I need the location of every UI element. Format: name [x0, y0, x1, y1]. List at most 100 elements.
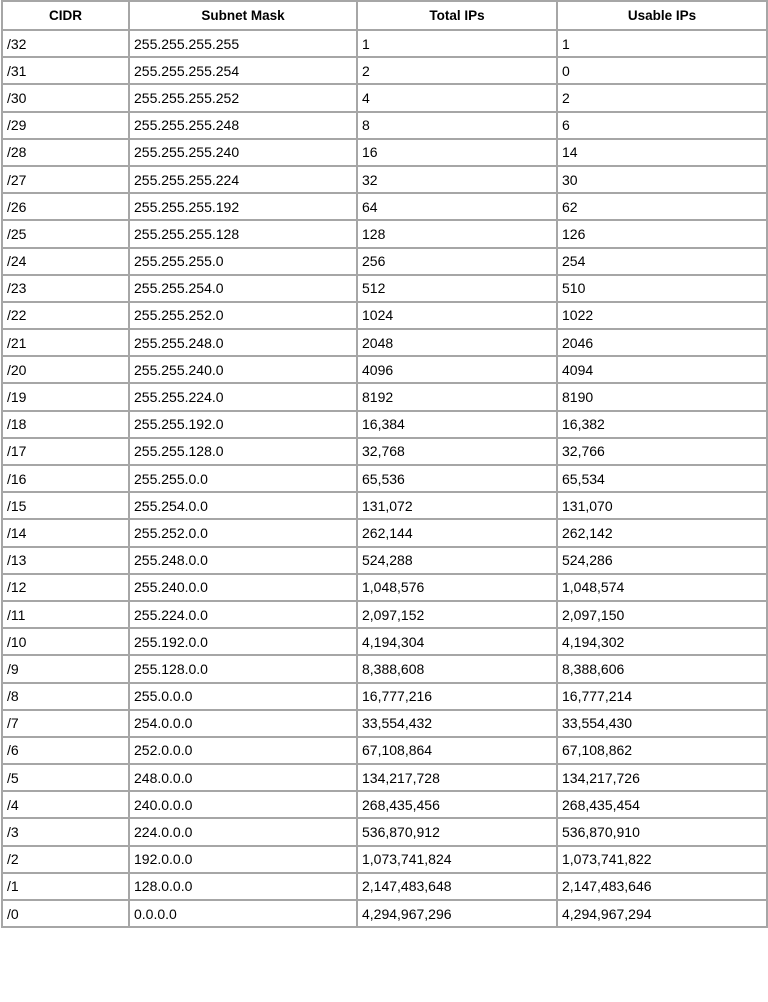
- subnet-mask-cell: 255.255.255.248: [128, 110, 358, 140]
- subnet-mask-cell: 255.255.255.252: [128, 83, 358, 113]
- subnet-mask-cell: 255.255.255.224: [128, 164, 358, 195]
- cidr-cell: /14: [1, 518, 130, 548]
- usable-ips-cell: 254: [556, 246, 768, 276]
- usable-ips-cell: 32,766: [556, 436, 768, 467]
- subnet-mask-cell: 248.0.0.0: [128, 763, 358, 793]
- subnet-mask-cell: 255.192.0.0: [128, 627, 358, 657]
- subnet-mask-cell: 255.248.0.0: [128, 545, 358, 575]
- cidr-cell: /26: [1, 192, 130, 222]
- subnet-mask-cell: 255.255.224.0: [128, 382, 358, 412]
- cidr-subnet-table: CIDR Subnet Mask Total IPs Usable IPs /3…: [1, 0, 768, 929]
- cidr-cell: /18: [1, 409, 130, 439]
- table-row: /29 255.255.255.248 8 6: [1, 110, 768, 140]
- cidr-cell: /0: [1, 898, 130, 929]
- subnet-mask-cell: 0.0.0.0: [128, 898, 358, 929]
- total-ips-cell: 4: [356, 83, 558, 113]
- usable-ips-cell: 524,286: [556, 545, 768, 575]
- subnet-mask-cell: 224.0.0.0: [128, 817, 358, 847]
- table-row: /20 255.255.240.0 4096 4094: [1, 355, 768, 385]
- total-ips-cell: 131,072: [356, 491, 558, 521]
- total-ips-cell: 4,294,967,296: [356, 898, 558, 929]
- subnet-mask-cell: 255.255.252.0: [128, 300, 358, 331]
- usable-ips-cell: 8,388,606: [556, 654, 768, 684]
- total-ips-cell: 262,144: [356, 518, 558, 548]
- cidr-cell: /20: [1, 355, 130, 385]
- usable-ips-cell: 510: [556, 273, 768, 303]
- total-ips-cell: 256: [356, 246, 558, 276]
- subnet-mask-cell: 255.224.0.0: [128, 599, 358, 630]
- subnet-mask-cell: 254.0.0.0: [128, 708, 358, 738]
- cidr-cell: /3: [1, 817, 130, 847]
- cidr-cell: /15: [1, 491, 130, 521]
- table-row: /14 255.252.0.0 262,144 262,142: [1, 518, 768, 548]
- cidr-cell: /16: [1, 463, 130, 494]
- cidr-cell: /22: [1, 300, 130, 331]
- subnet-mask-cell: 255.128.0.0: [128, 654, 358, 684]
- total-ips-cell: 64: [356, 192, 558, 222]
- subnet-mask-cell: 255.255.255.192: [128, 192, 358, 222]
- cidr-cell: /13: [1, 545, 130, 575]
- total-ips-cell: 1,073,741,824: [356, 844, 558, 874]
- subnet-mask-cell: 255.255.255.254: [128, 56, 358, 86]
- table-row: /18 255.255.192.0 16,384 16,382: [1, 409, 768, 439]
- table-row: /10 255.192.0.0 4,194,304 4,194,302: [1, 627, 768, 657]
- usable-ips-cell: 126: [556, 219, 768, 249]
- total-ips-cell: 16,777,216: [356, 681, 558, 711]
- cidr-cell: /23: [1, 273, 130, 303]
- table-row: /31 255.255.255.254 2 0: [1, 56, 768, 86]
- table-row: /19 255.255.224.0 8192 8190: [1, 382, 768, 412]
- table-row: /28 255.255.255.240 16 14: [1, 137, 768, 167]
- usable-ips-cell: 8190: [556, 382, 768, 412]
- cidr-cell: /12: [1, 572, 130, 602]
- total-ips-cell: 268,435,456: [356, 790, 558, 820]
- header-subnet-mask: Subnet Mask: [128, 0, 358, 31]
- usable-ips-cell: 4,194,302: [556, 627, 768, 657]
- usable-ips-cell: 2,147,483,646: [556, 871, 768, 902]
- usable-ips-cell: 1022: [556, 300, 768, 331]
- usable-ips-cell: 2: [556, 83, 768, 113]
- cidr-cell: /4: [1, 790, 130, 820]
- usable-ips-cell: 262,142: [556, 518, 768, 548]
- total-ips-cell: 1: [356, 28, 558, 59]
- total-ips-cell: 8,388,608: [356, 654, 558, 684]
- subnet-mask-cell: 255.254.0.0: [128, 491, 358, 521]
- usable-ips-cell: 67,108,862: [556, 735, 768, 766]
- usable-ips-cell: 2046: [556, 328, 768, 358]
- cidr-cell: /7: [1, 708, 130, 738]
- header-total-ips: Total IPs: [356, 0, 558, 31]
- subnet-mask-cell: 240.0.0.0: [128, 790, 358, 820]
- subnet-mask-cell: 255.255.0.0: [128, 463, 358, 494]
- usable-ips-cell: 33,554,430: [556, 708, 768, 738]
- total-ips-cell: 4,194,304: [356, 627, 558, 657]
- table-row: /27 255.255.255.224 32 30: [1, 164, 768, 195]
- total-ips-cell: 128: [356, 219, 558, 249]
- table-row: /11 255.224.0.0 2,097,152 2,097,150: [1, 599, 768, 630]
- table-row: /4 240.0.0.0 268,435,456 268,435,454: [1, 790, 768, 820]
- subnet-mask-cell: 255.255.192.0: [128, 409, 358, 439]
- table-row: /12 255.240.0.0 1,048,576 1,048,574: [1, 572, 768, 602]
- total-ips-cell: 32,768: [356, 436, 558, 467]
- table-row: /6 252.0.0.0 67,108,864 67,108,862: [1, 735, 768, 766]
- total-ips-cell: 2,097,152: [356, 599, 558, 630]
- usable-ips-cell: 4094: [556, 355, 768, 385]
- total-ips-cell: 65,536: [356, 463, 558, 494]
- usable-ips-cell: 65,534: [556, 463, 768, 494]
- subnet-mask-cell: 252.0.0.0: [128, 735, 358, 766]
- total-ips-cell: 2,147,483,648: [356, 871, 558, 902]
- total-ips-cell: 4096: [356, 355, 558, 385]
- usable-ips-cell: 16,777,214: [556, 681, 768, 711]
- total-ips-cell: 2048: [356, 328, 558, 358]
- total-ips-cell: 524,288: [356, 545, 558, 575]
- table-row: /2 192.0.0.0 1,073,741,824 1,073,741,822: [1, 844, 768, 874]
- table-row: /16 255.255.0.0 65,536 65,534: [1, 463, 768, 494]
- subnet-mask-cell: 128.0.0.0: [128, 871, 358, 902]
- table-row: /9 255.128.0.0 8,388,608 8,388,606: [1, 654, 768, 684]
- table-row: /32 255.255.255.255 1 1: [1, 28, 768, 59]
- cidr-cell: /24: [1, 246, 130, 276]
- table-row: /3 224.0.0.0 536,870,912 536,870,910: [1, 817, 768, 847]
- table-row: /1 128.0.0.0 2,147,483,648 2,147,483,646: [1, 871, 768, 902]
- cidr-cell: /2: [1, 844, 130, 874]
- cidr-cell: /1: [1, 871, 130, 902]
- cidr-cell: /17: [1, 436, 130, 467]
- cidr-cell: /10: [1, 627, 130, 657]
